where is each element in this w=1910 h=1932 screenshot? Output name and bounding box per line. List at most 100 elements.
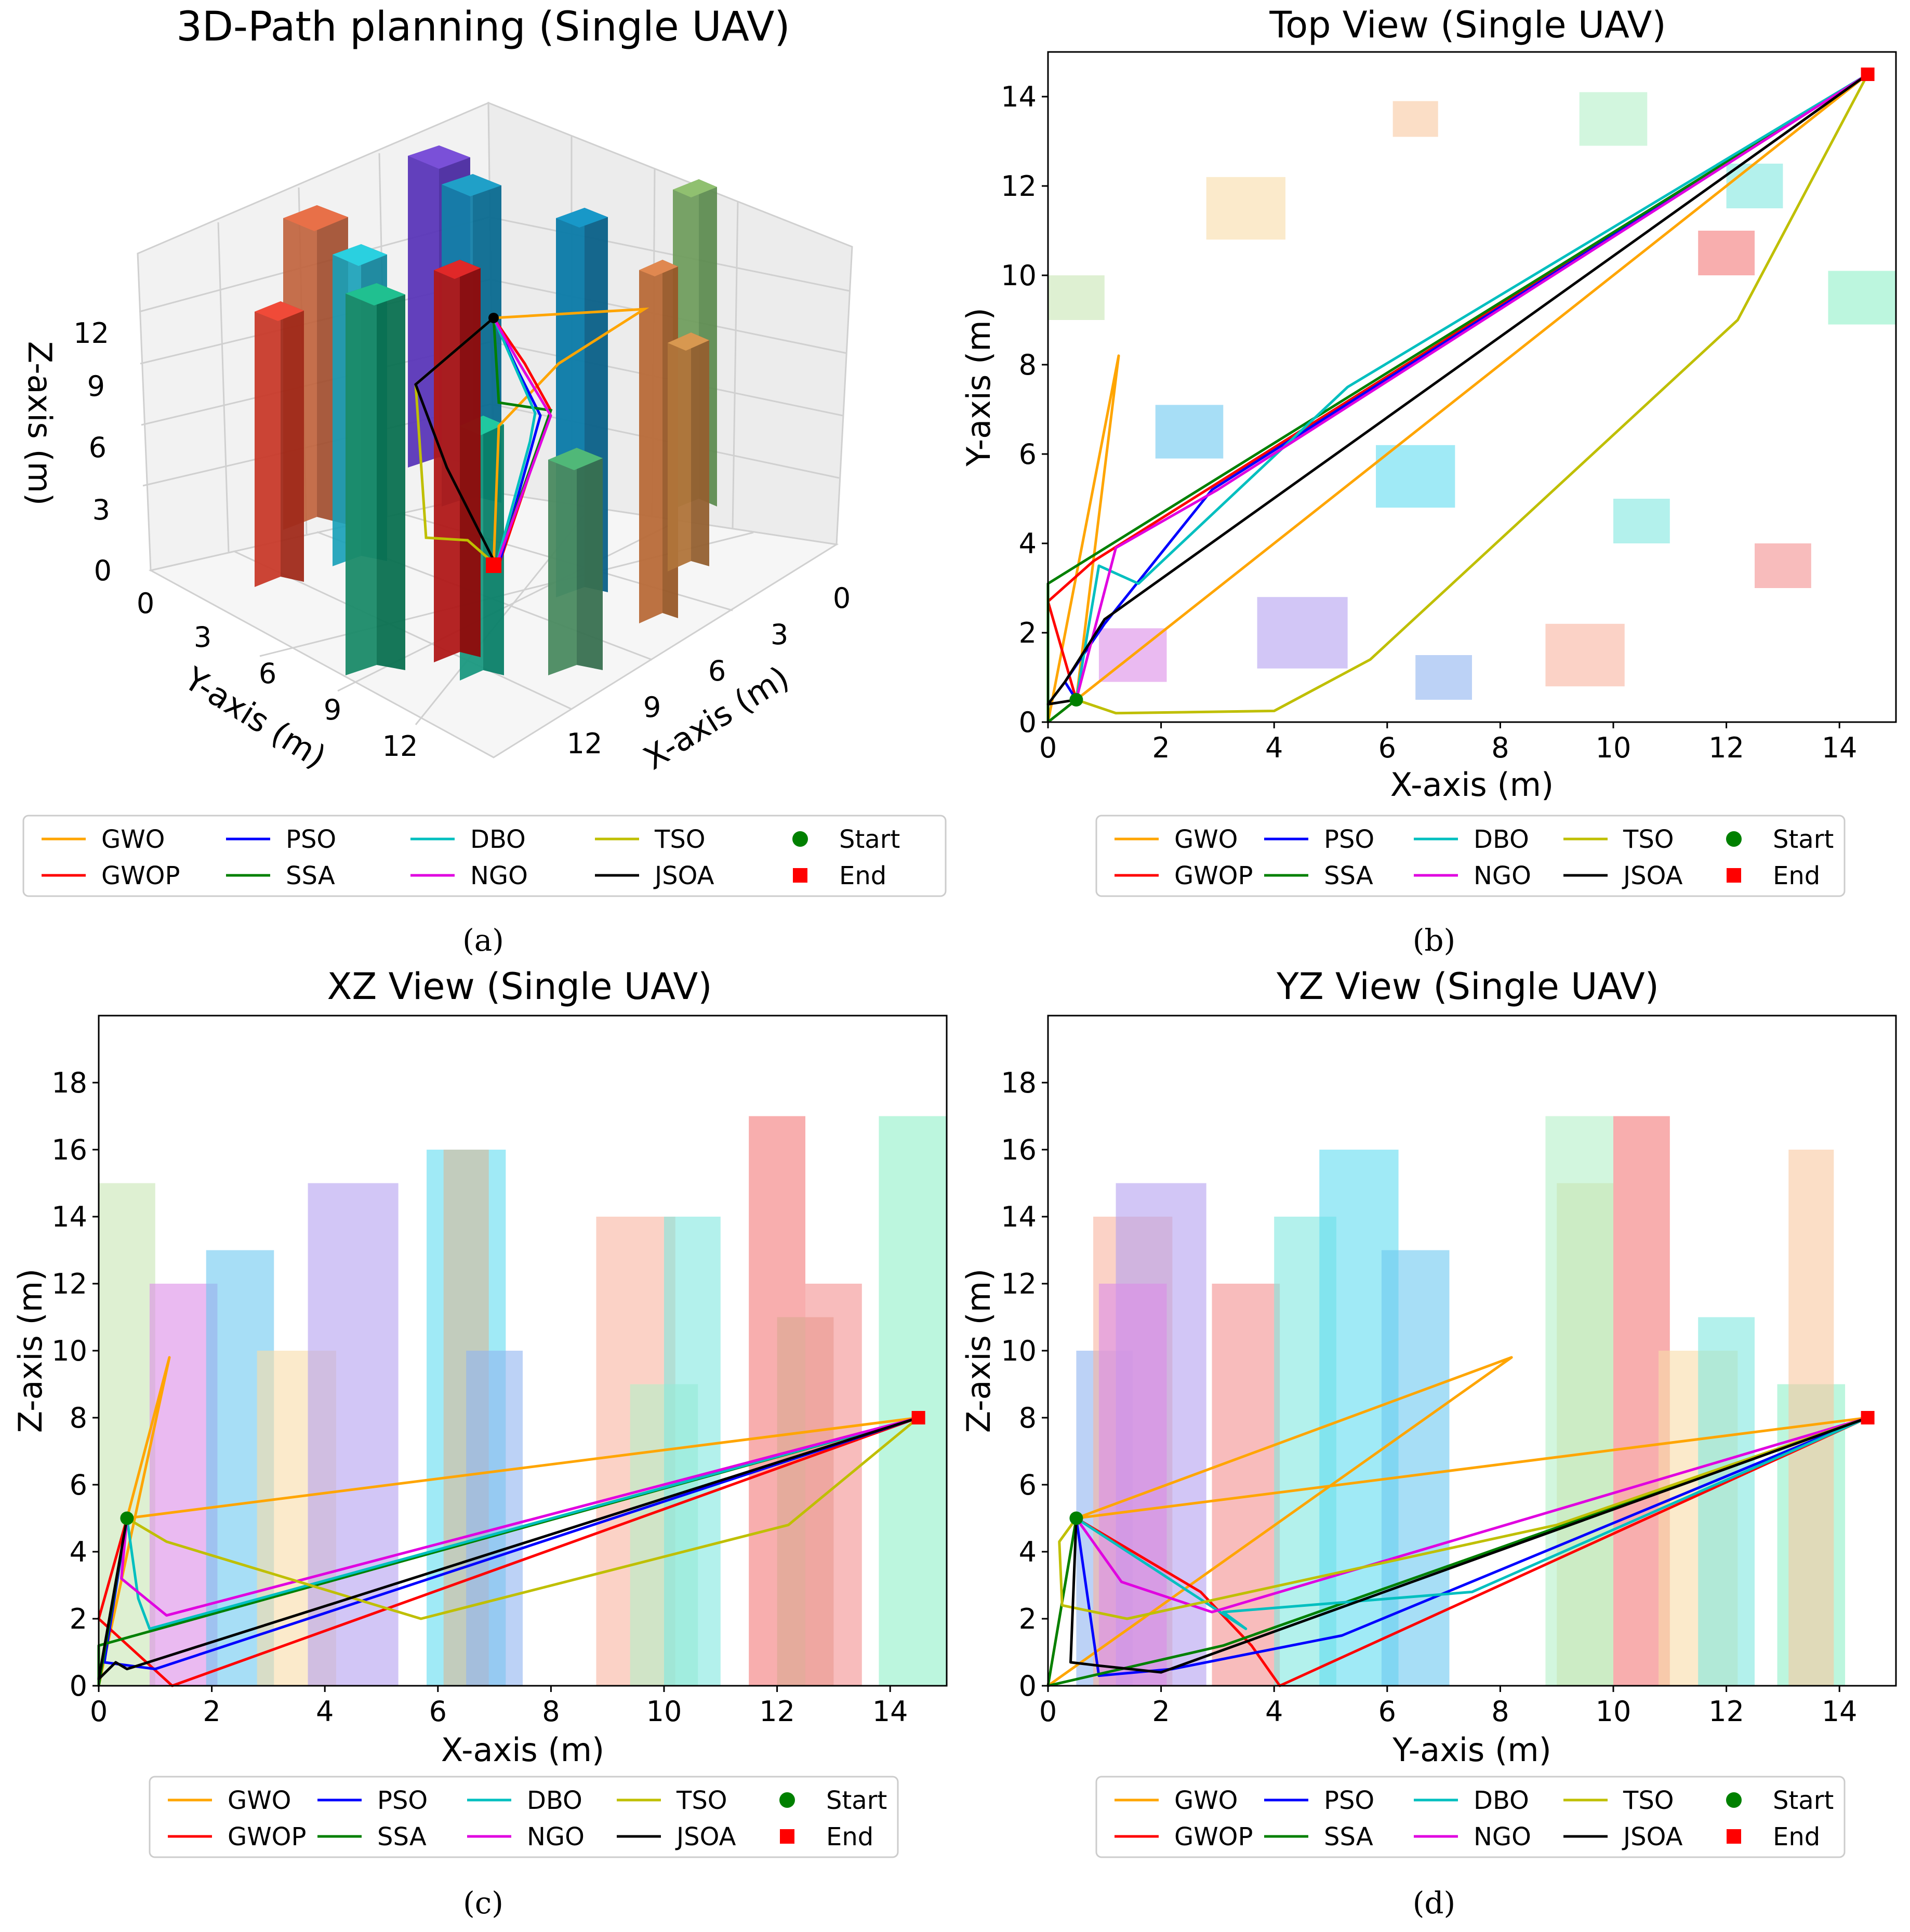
- x-tick-label: 12: [1708, 731, 1744, 764]
- legends: GWOGWOPPSOSSADBONGOTSOJSOAStartEndGWOGWO…: [22, 815, 1846, 1858]
- obstacle-rect: [1212, 1284, 1280, 1686]
- obstacle-box: [255, 301, 304, 587]
- x-tick-label: 8: [1491, 731, 1509, 764]
- obstacle-rect: [1415, 655, 1472, 700]
- legend-label: SSA: [1324, 861, 1373, 890]
- legend-label: JSOA: [653, 861, 714, 890]
- x-tick-label: 4: [1265, 1695, 1283, 1728]
- obstacle-rect: [1788, 1150, 1834, 1686]
- legend-label: SSA: [1324, 1822, 1373, 1851]
- legend-end-symbol: [793, 868, 807, 883]
- ylabel-c: Z-axis (m): [11, 1269, 49, 1433]
- legend-label: GWO: [1174, 1786, 1238, 1815]
- caption-c: (c): [463, 1885, 503, 1921]
- y-tick: 3: [194, 621, 211, 654]
- xlabel-c: X-axis (m): [441, 1731, 604, 1769]
- x-tick-label: 4: [316, 1695, 334, 1728]
- panel-xz-view: XZ View (Single UAV) 0 2 4 6 8 10 12 14 0 2 4 6 8 10 1…: [11, 965, 948, 1769]
- obstacle-rect: [1257, 597, 1348, 669]
- ticks-b: 0 2 4 6 8 10 12 14 0 2 4 6 8 10 12 14: [1001, 81, 1857, 764]
- y-tick-label: 4: [1019, 527, 1037, 560]
- x-tick-label: 10: [646, 1695, 682, 1728]
- ticks-c: 0 2 4 6 8 10 12 14 0 2 4 6 8 10 12 14 16 18: [51, 1067, 908, 1728]
- legend-label: Start: [1773, 1786, 1834, 1815]
- path-ngo: [1075, 73, 1868, 700]
- xlabel-b: X-axis (m): [1390, 766, 1554, 804]
- start-marker-3d: [488, 313, 499, 323]
- legend-label: GWOP: [228, 1822, 306, 1851]
- path-tso: [126, 1417, 920, 1620]
- obstacle-rect: [1726, 164, 1783, 208]
- y-tick: 0: [137, 587, 154, 620]
- y-tick-label: 14: [1001, 1201, 1037, 1233]
- y-tick-label: 12: [1001, 1268, 1037, 1300]
- y-tick-label: 0: [1019, 1670, 1037, 1702]
- end-marker: [1861, 68, 1875, 81]
- path-jsoa: [97, 1416, 919, 1681]
- legend-label: NGO: [527, 1822, 585, 1851]
- legend-label: DBO: [1474, 1786, 1529, 1815]
- panel-top-view: Top View (Single UAV) 0 2 4 6 8 10 12 14 0 2 4 6 8 10…: [960, 4, 1897, 804]
- ylabel-3d: Y-axis (m): [178, 659, 333, 776]
- plot-frame-b: [1047, 51, 1897, 723]
- grid-line: [489, 216, 850, 292]
- ylabel-d: Z-axis (m): [960, 1269, 998, 1433]
- path-dbo: [1075, 73, 1868, 700]
- legend-start-symbol: [1726, 831, 1742, 847]
- path-jsoa-3d: [414, 317, 498, 566]
- legend-label: PSO: [286, 825, 336, 854]
- y-tick-label: 12: [1001, 170, 1037, 203]
- legend-label: GWOP: [1174, 861, 1253, 890]
- caption-a: (a): [462, 923, 504, 958]
- obstacle-rect: [1048, 275, 1105, 320]
- obstacle-box: [346, 283, 405, 675]
- y-tick-label: 8: [1019, 349, 1037, 381]
- x-tick-label: 6: [429, 1695, 447, 1728]
- obstacle-rect: [879, 1116, 947, 1686]
- path-tso: [1076, 73, 1869, 715]
- legend-label: TSO: [1623, 825, 1674, 854]
- legend-label: TSO: [676, 1786, 727, 1815]
- obstacle-rect: [1381, 1250, 1450, 1686]
- x-tick: 12: [567, 727, 603, 760]
- y-tick-label: 0: [1019, 706, 1037, 739]
- obstacle-rect: [1557, 1183, 1613, 1686]
- y-tick-label: 16: [51, 1134, 87, 1166]
- legend-label: End: [826, 1822, 873, 1851]
- x-tick-label: 14: [872, 1695, 908, 1728]
- legend-label: DBO: [1474, 825, 1529, 854]
- legend-box: GWO GWOP PSO SSA DBO NGO TSO JSOA Start End: [22, 815, 947, 897]
- legend-label: DBO: [527, 1786, 582, 1815]
- x-tick-label: 6: [1378, 1695, 1396, 1728]
- legend-start-symbol: [1726, 1792, 1742, 1808]
- x-tick: 0: [833, 582, 851, 615]
- x-tick: 3: [771, 618, 788, 651]
- obstacle-rect: [1755, 543, 1811, 588]
- path-dbo: [125, 1416, 919, 1630]
- legend-label: PSO: [1324, 825, 1374, 854]
- obstacle-rect: [308, 1183, 399, 1686]
- panel-3d-path: 3D-Path planning (Single UAV): [21, 4, 853, 777]
- panel-yz-view: YZ View (Single UAV) 0 2 4 6 8 10 12 14 0 2 4 6 8 10 1…: [960, 965, 1897, 1769]
- y-tick-label: 6: [1019, 1469, 1037, 1501]
- x-tick-label: 0: [90, 1695, 108, 1728]
- z-tick: 0: [94, 554, 112, 587]
- y-ticks-3d: 0 3 6 9 12: [137, 587, 418, 763]
- obstacles-d: [1076, 1116, 1846, 1686]
- legend-label: TSO: [1623, 1786, 1674, 1815]
- caption-b: (b): [1413, 923, 1455, 958]
- obstacle-rect: [466, 1351, 523, 1686]
- y-tick-label: 2: [1019, 617, 1037, 649]
- y-tick-label: 2: [1019, 1603, 1037, 1635]
- x-tick-label: 10: [1596, 1695, 1632, 1728]
- path-dbo: [1076, 1416, 1868, 1630]
- 3d-obstacles: [255, 145, 717, 681]
- legend-label: NGO: [1474, 861, 1531, 890]
- start-marker: [1069, 693, 1083, 707]
- path-gwo-3d: [492, 307, 649, 566]
- legend-label: NGO: [1474, 1822, 1531, 1851]
- z-tick: 9: [87, 370, 105, 403]
- grid-line: [217, 222, 230, 553]
- y-tick-label: 2: [70, 1603, 87, 1635]
